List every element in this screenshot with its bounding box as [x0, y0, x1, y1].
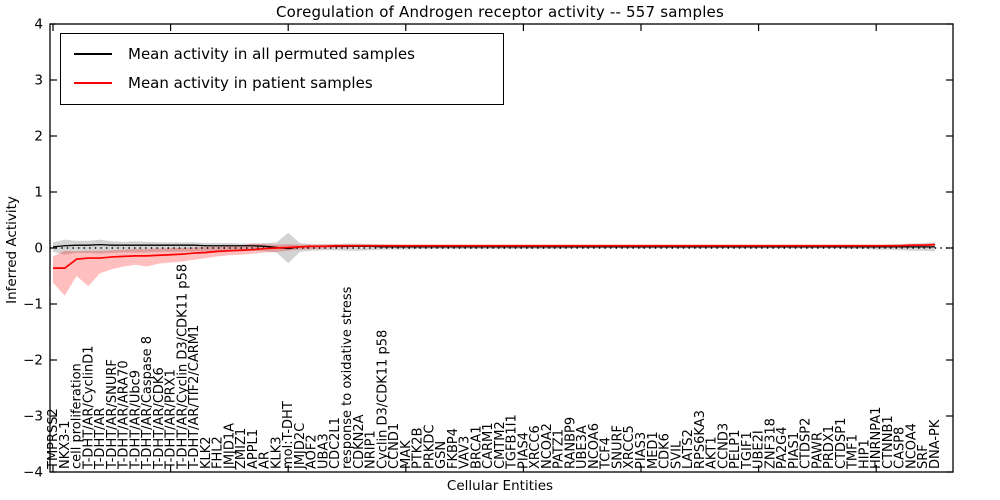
- x-tick-label: T-DHT/AR/Ubc9: [128, 370, 143, 470]
- x-axis-title: Cellular Entities: [446, 478, 554, 494]
- legend-item-permuted: Mean activity in all permuted samples: [74, 39, 503, 68]
- y-tick-label: −2: [23, 353, 43, 369]
- x-tick-label: TCF4: [599, 437, 614, 470]
- x-tick-label: T-DHT/AR/Caspase 8: [140, 336, 155, 470]
- x-tick-label: NCOA4: [904, 423, 919, 469]
- x-tick-label: T-DHT/AR/Cyclin D3/CDK11 p58: [175, 264, 190, 470]
- x-tick-label: LATS2: [681, 429, 696, 469]
- patient-line: [53, 243, 936, 270]
- x-tick-label: FHL2: [211, 436, 226, 469]
- x-tick-label: CTDSP1: [834, 418, 849, 469]
- x-tick-label: CTDSP2: [799, 418, 814, 469]
- x-tick-label: TGIF1: [740, 431, 755, 470]
- x-tick-label: NCOA6: [587, 423, 602, 469]
- x-tick-label: HIP1: [857, 439, 872, 469]
- x-tick-label: cell proliferation: [70, 363, 85, 469]
- x-tick-label: APPL1: [246, 429, 261, 469]
- x-tick-label: NCOA2: [540, 423, 555, 469]
- x-tick-label: TMF1: [846, 434, 861, 470]
- x-tick-label: JMJD2C: [293, 423, 308, 470]
- x-tick-label: CDKN2A: [352, 414, 367, 469]
- x-tick-label: PA2G4: [775, 426, 790, 469]
- x-tick-label: T-DHT/AR/CyclinD1: [81, 345, 96, 470]
- x-tick-label: PRDX1: [822, 425, 837, 469]
- legend-item-patient: Mean activity in patient samples: [74, 68, 503, 97]
- x-tick-label: CMTM2: [493, 421, 508, 469]
- legend-label-patient: Mean activity in patient samples: [128, 73, 373, 92]
- x-tick-label: PTK2B: [411, 428, 426, 470]
- y-tick-label: 2: [34, 129, 43, 145]
- x-tick-label: VAV3: [458, 436, 473, 469]
- x-tick-label: T-DHT/AR/TIF2/CARM1: [187, 325, 202, 470]
- legend-label-permuted: Mean activity in all permuted samples: [128, 44, 415, 63]
- x-tick-label: UBA3: [316, 433, 331, 469]
- x-tick-label: AR: [258, 451, 273, 469]
- x-tick-label: TMPRSS2: [46, 408, 61, 470]
- x-tick-label: AKT1: [705, 436, 720, 469]
- y-tick-label: −4: [23, 465, 43, 481]
- x-tick-label: PAWR: [810, 432, 825, 469]
- x-tick-label: CDK6: [658, 433, 673, 469]
- x-tick-label: JMJD1A: [222, 423, 237, 470]
- x-tick-label: NKX3-1: [58, 421, 73, 469]
- x-tick-label: T-DHT/AR/ARA70: [117, 360, 132, 470]
- x-tick-label: SRF: [916, 444, 931, 469]
- x-tick-label: Cyclin D3/CDK11 p58: [375, 330, 390, 469]
- x-tick-label: T-DHT/AR/PRX1: [164, 369, 179, 470]
- x-tick-label: mol:T-DHT: [281, 401, 296, 469]
- legend: Mean activity in all permuted samples Me…: [60, 33, 504, 105]
- y-tick-label: 3: [34, 73, 43, 89]
- x-tick-label: HNRNPA1: [869, 407, 884, 469]
- x-tick-label: CCND1: [387, 423, 402, 469]
- permuted-band: [53, 232, 935, 264]
- x-tick-label: SVIL: [669, 440, 684, 469]
- x-tick-label: CDC2L1: [328, 417, 343, 469]
- x-tick-label: MAK: [399, 440, 414, 469]
- x-tick-label: MED1: [646, 431, 661, 469]
- x-tick-label: GSN: [434, 441, 449, 469]
- x-tick-label: CARM1: [481, 423, 496, 470]
- x-tick-label: PATZ1: [552, 429, 567, 469]
- x-tick-label: response to oxidative stress: [340, 286, 355, 469]
- x-tick-label: RANBP9: [563, 417, 578, 469]
- y-tick-label: 0: [34, 241, 43, 257]
- x-tick-label: CCND3: [716, 423, 731, 469]
- legend-line-patient-icon: [74, 81, 112, 84]
- x-tick-label: PRKDC: [422, 425, 437, 469]
- x-tick-label: PIAS3: [634, 432, 649, 469]
- x-tick-label: ZNF318: [763, 418, 778, 469]
- x-tick-label: DNA-PK: [928, 419, 943, 469]
- x-tick-label: AOF2: [305, 434, 320, 469]
- x-tick-label: XRCC6: [528, 425, 543, 469]
- y-tick-label: −3: [23, 409, 43, 425]
- x-tick-label: KLK3: [269, 436, 284, 469]
- x-tick-label: TGFB1I1: [505, 414, 520, 470]
- chart-title: Coregulation of Androgen receptor activi…: [275, 3, 725, 21]
- x-tick-label: KLK2: [199, 436, 214, 469]
- x-tick-label: CTNNB1: [881, 415, 896, 469]
- y-tick-label: −1: [23, 297, 43, 313]
- x-tick-label: BRCA1: [469, 425, 484, 469]
- x-tick-label: XRCC5: [622, 425, 637, 469]
- x-tick-label: CASP8: [893, 427, 908, 469]
- x-tick-label: ZMIZ1: [234, 428, 249, 469]
- permuted-line: [52, 243, 935, 250]
- x-tick-label: PIAS4: [516, 432, 531, 469]
- x-tick-label: PIAS1: [787, 432, 802, 469]
- x-tick-label: SNURF: [610, 425, 625, 469]
- x-tick-label: T-DHT/AR/SNURF: [105, 359, 120, 470]
- x-tick-label: T-DHT/AR: [93, 408, 108, 470]
- x-tick-label: UBE3A: [575, 425, 590, 469]
- y-tick-label: 1: [34, 185, 43, 201]
- x-tick-label: T-DHT/AR/CDK6: [152, 367, 167, 470]
- x-tick-label: PELP1: [728, 430, 743, 469]
- legend-line-permuted-icon: [74, 52, 112, 55]
- x-tick-label: RPS6KA3: [693, 410, 708, 469]
- y-tick-label: 4: [34, 17, 43, 33]
- x-tick-label: FKBP4: [446, 428, 461, 469]
- x-tick-label: UBE2I: [752, 430, 767, 469]
- x-tick-label: NRIP1: [364, 430, 379, 469]
